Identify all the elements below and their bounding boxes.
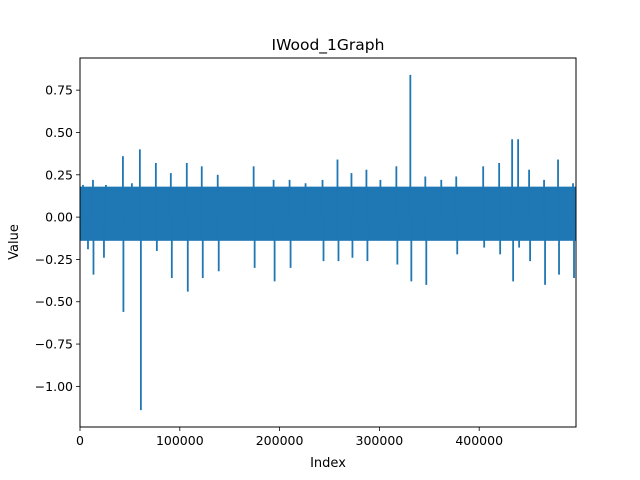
plot-area xyxy=(80,74,576,411)
chart-title: IWood_1Graph xyxy=(272,36,385,55)
y-tick-label: 0.75 xyxy=(45,83,73,98)
y-axis: −1.00 −0.75 −0.50 −0.25 0.00 0.25 0.50 0.75 xyxy=(35,83,80,394)
y-tick-label: −0.75 xyxy=(35,337,73,352)
x-axis: 0 100000 200000 300000 400000 xyxy=(76,427,503,448)
y-tick-label: −0.25 xyxy=(35,252,73,267)
x-tick-label: 100000 xyxy=(156,433,204,448)
x-tick-label: 400000 xyxy=(455,433,503,448)
plot-frame xyxy=(79,57,577,428)
x-axis-title: Index xyxy=(310,456,346,471)
y-tick-label: −1.00 xyxy=(35,379,73,394)
x-tick-label: 0 xyxy=(76,433,84,448)
y-axis-title: Value xyxy=(7,224,22,260)
y-tick-label: 0.25 xyxy=(45,167,73,182)
x-tick-label: 200000 xyxy=(256,433,304,448)
y-tick-label: 0.00 xyxy=(45,210,73,225)
x-tick-label: 300000 xyxy=(356,433,404,448)
y-tick-label: 0.50 xyxy=(45,125,73,140)
series-noise-band xyxy=(80,186,576,241)
y-tick-label: −0.50 xyxy=(35,294,73,309)
